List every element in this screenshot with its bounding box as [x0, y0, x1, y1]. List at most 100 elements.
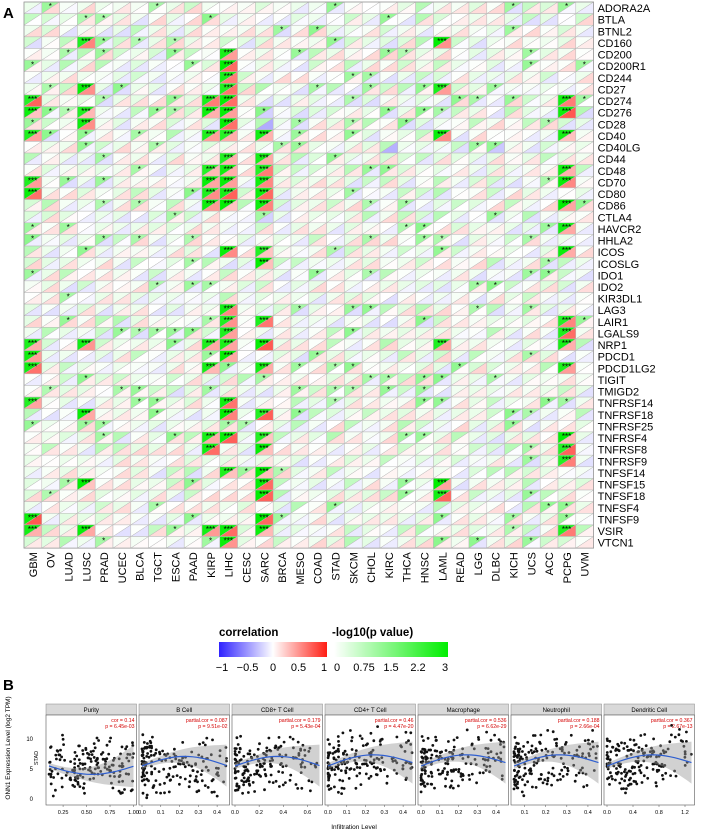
significance-stars: ***	[562, 328, 571, 337]
significance-stars: *	[423, 223, 426, 232]
significance-stars: *	[280, 25, 283, 34]
significance-stars: *	[316, 84, 319, 93]
scatter-point	[515, 754, 519, 757]
scatter-point	[527, 750, 531, 754]
significance-stars: *	[298, 362, 301, 371]
scatter-point	[623, 779, 626, 783]
scatter-point	[637, 746, 641, 749]
legend-tick: 0	[334, 662, 340, 674]
scatter-point	[655, 784, 658, 788]
scatter-point	[540, 748, 544, 752]
significance-stars: ***	[81, 37, 90, 46]
scatter-point	[426, 782, 429, 786]
scatter-point	[618, 781, 622, 785]
significance-stars: ***	[259, 432, 268, 441]
scatter-point	[615, 767, 618, 770]
scatter-point	[551, 730, 555, 734]
significance-stars: ***	[224, 328, 233, 337]
significance-stars: *	[334, 2, 337, 11]
x-tick-label: 0.8	[655, 810, 663, 816]
significance-stars: *	[84, 246, 87, 255]
scatter-point	[461, 778, 464, 782]
panel-label-a: A	[3, 5, 14, 22]
significance-stars: *	[209, 316, 212, 325]
scatter-point	[169, 778, 173, 782]
significance-stars: *	[191, 328, 194, 337]
column-label: PRAD	[99, 552, 111, 583]
significance-stars: ***	[28, 107, 37, 116]
scatter-point	[84, 746, 88, 750]
scatter-point	[49, 775, 53, 779]
scatter-point	[639, 734, 643, 737]
scatter-point	[534, 786, 538, 789]
row-label: LAG3	[598, 305, 626, 317]
significance-stars: *	[476, 281, 479, 290]
significance-stars: *	[173, 95, 176, 104]
significance-stars: ***	[224, 200, 233, 209]
legend-tick: −1	[216, 662, 229, 674]
scatter-point	[237, 750, 241, 754]
scatter-point	[337, 755, 340, 759]
significance-stars: *	[120, 84, 123, 93]
scatter-point	[142, 773, 145, 777]
row-label: CD40	[598, 131, 626, 143]
scatter-point	[340, 792, 343, 795]
significance-stars: ***	[224, 432, 233, 441]
row-label: NRP1	[598, 340, 627, 352]
scatter-point	[615, 772, 619, 776]
scatter-point	[76, 782, 80, 786]
scatter-point	[345, 766, 349, 770]
scatter-point	[105, 743, 109, 747]
scatter-point	[630, 766, 634, 770]
x-tick-label: 0.0	[603, 810, 611, 816]
scatter-point	[154, 751, 158, 755]
scatter-point	[529, 769, 533, 773]
scatter-point	[75, 754, 79, 758]
scatter-point	[206, 786, 210, 789]
significance-stars: *	[405, 49, 408, 58]
p-value-stat: p = 9.51e-02	[198, 724, 227, 730]
significance-stars: *	[512, 95, 515, 104]
significance-stars: ***	[224, 130, 233, 139]
column-label: CESC	[242, 552, 254, 583]
significance-stars: ***	[28, 130, 37, 139]
scatter-point	[468, 778, 471, 781]
scatter-point	[423, 769, 427, 772]
scatter-point	[95, 736, 99, 740]
scatter-point	[624, 791, 627, 795]
significance-stars: ***	[259, 165, 268, 174]
scatter-point	[244, 780, 248, 783]
scatter-point	[481, 771, 485, 775]
scatter-point	[605, 744, 609, 748]
x-tick-label: 0.4	[492, 810, 500, 816]
significance-stars: *	[245, 467, 248, 476]
scatter-point	[429, 770, 433, 774]
significance-stars: *	[405, 479, 408, 488]
scatter-point	[263, 788, 266, 792]
significance-stars: *	[262, 211, 265, 220]
x-tick-label: 0.1	[436, 810, 444, 816]
significance-stars: *	[440, 235, 443, 244]
significance-stars: *	[67, 49, 70, 58]
scatter-point	[513, 736, 517, 739]
panel-title: CD4+ T Cell	[354, 708, 387, 714]
significance-stars: ***	[206, 165, 215, 174]
significance-stars: *	[583, 60, 586, 69]
scatter-point	[146, 742, 149, 745]
significance-stars: ***	[437, 84, 446, 93]
significance-stars: ***	[562, 316, 571, 325]
scatter-point	[585, 784, 589, 787]
scatter-point	[620, 777, 624, 781]
x-tick-label: 0.3	[381, 810, 389, 816]
scatter-point	[93, 746, 97, 750]
significance-stars: *	[405, 223, 408, 232]
scatter-point	[101, 751, 105, 754]
scatter-point	[489, 738, 493, 742]
significance-stars: ***	[206, 339, 215, 348]
scatter-point	[247, 791, 250, 794]
scatter-point	[611, 777, 614, 781]
significance-stars: ***	[437, 130, 446, 139]
x-tick-label: 0.4	[399, 810, 407, 816]
p-value-stat: p = 5.43e-04	[291, 724, 320, 730]
